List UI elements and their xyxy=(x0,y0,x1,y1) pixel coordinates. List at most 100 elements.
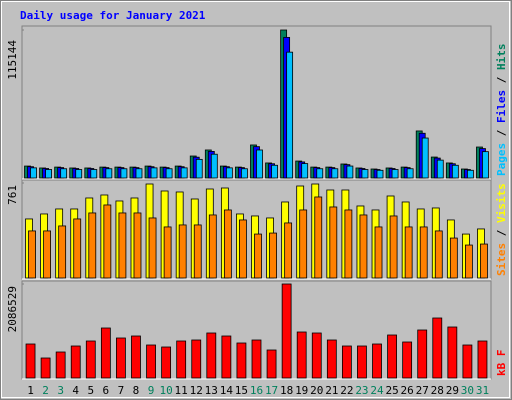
x-tick-label: 14 xyxy=(220,384,234,397)
x-tick-label: 24 xyxy=(370,384,384,397)
bar xyxy=(406,168,414,179)
legend: Sites / Visits xyxy=(495,183,508,276)
bar xyxy=(449,237,458,279)
bar xyxy=(482,151,489,179)
bar xyxy=(286,51,294,179)
x-tick-label: 25 xyxy=(385,384,398,397)
bar xyxy=(389,215,398,279)
x-tick-label: 4 xyxy=(72,384,79,397)
bar xyxy=(120,168,128,179)
bar xyxy=(271,164,278,179)
bar xyxy=(210,153,218,179)
x-tick-label: 20 xyxy=(310,384,323,397)
x-tick-label: 23 xyxy=(355,384,368,397)
x-tick-label: 2 xyxy=(42,384,49,397)
x-tick-label: 13 xyxy=(205,384,218,397)
x-tick-label: 22 xyxy=(340,384,353,397)
x-tick-label: 1 xyxy=(27,384,34,397)
bar xyxy=(326,339,337,379)
bar xyxy=(316,168,324,179)
bar xyxy=(357,345,367,379)
bar xyxy=(404,226,413,279)
bar xyxy=(477,340,488,379)
bar xyxy=(376,169,384,179)
y-tick-label: 115144 xyxy=(6,40,19,80)
bar xyxy=(417,329,428,379)
y-tick-label: 2086529 xyxy=(6,286,19,332)
bar xyxy=(462,344,473,379)
bar xyxy=(221,335,232,379)
bar xyxy=(45,169,52,179)
bar xyxy=(180,167,188,179)
bar xyxy=(193,224,202,279)
bar xyxy=(281,283,292,379)
bar xyxy=(25,343,36,379)
bar xyxy=(163,226,172,279)
bar xyxy=(40,357,51,379)
bar xyxy=(436,159,444,179)
bar xyxy=(451,164,459,179)
x-tick-label: 8 xyxy=(133,384,140,397)
bar xyxy=(75,169,83,179)
legend-separator: / xyxy=(495,70,508,90)
bar xyxy=(402,341,413,379)
bar xyxy=(105,168,113,179)
bar xyxy=(387,334,397,379)
bar xyxy=(465,244,473,279)
x-tick-label: 5 xyxy=(87,384,94,397)
bar xyxy=(269,232,277,279)
legend-entry: Files xyxy=(495,90,508,123)
bar xyxy=(480,243,488,279)
bar xyxy=(165,168,173,179)
x-tick-label: 29 xyxy=(446,384,459,397)
legend: Pages / Files / Hits xyxy=(495,44,508,177)
bar xyxy=(419,226,428,279)
x-tick-label: 9 xyxy=(148,384,155,397)
legend-separator: / xyxy=(495,223,508,243)
bar xyxy=(135,168,143,179)
bar xyxy=(421,137,429,179)
legend: kB F xyxy=(495,350,508,377)
x-tick-label: 18 xyxy=(280,384,293,397)
bar xyxy=(346,165,354,179)
x-tick-label: 7 xyxy=(118,384,125,397)
x-tick-label: 28 xyxy=(431,384,444,397)
bar xyxy=(314,196,323,279)
bar xyxy=(241,168,248,179)
bar xyxy=(176,340,187,379)
bar xyxy=(447,326,458,379)
bar xyxy=(329,206,338,279)
x-tick-label: 27 xyxy=(416,384,429,397)
y-tick-label: 761 xyxy=(6,185,19,205)
bar xyxy=(331,168,339,179)
x-tick-label: 19 xyxy=(295,384,308,397)
x-tick-label: 17 xyxy=(265,384,278,397)
legend-entry: Pages xyxy=(495,143,508,176)
bar xyxy=(225,167,233,179)
bar xyxy=(100,327,111,379)
bar xyxy=(299,209,308,279)
chart-title: Daily usage for January 2021 xyxy=(20,9,206,22)
bar xyxy=(146,344,156,379)
bar xyxy=(150,167,158,179)
bar xyxy=(311,332,322,379)
bar xyxy=(391,169,399,179)
bar xyxy=(372,343,382,379)
x-tick-label: 30 xyxy=(461,384,474,397)
bar xyxy=(266,349,277,379)
bar xyxy=(131,335,141,379)
bar xyxy=(60,168,68,179)
x-tick-label: 31 xyxy=(476,384,489,397)
x-tick-label: 26 xyxy=(401,384,414,397)
bar xyxy=(374,226,383,279)
legend-entry: Visits xyxy=(495,183,508,223)
x-tick-label: 6 xyxy=(103,384,110,397)
bar xyxy=(434,230,443,279)
bar xyxy=(206,332,217,379)
bar xyxy=(256,149,263,179)
bar xyxy=(251,339,262,379)
bar xyxy=(30,167,37,179)
bar xyxy=(341,345,352,379)
